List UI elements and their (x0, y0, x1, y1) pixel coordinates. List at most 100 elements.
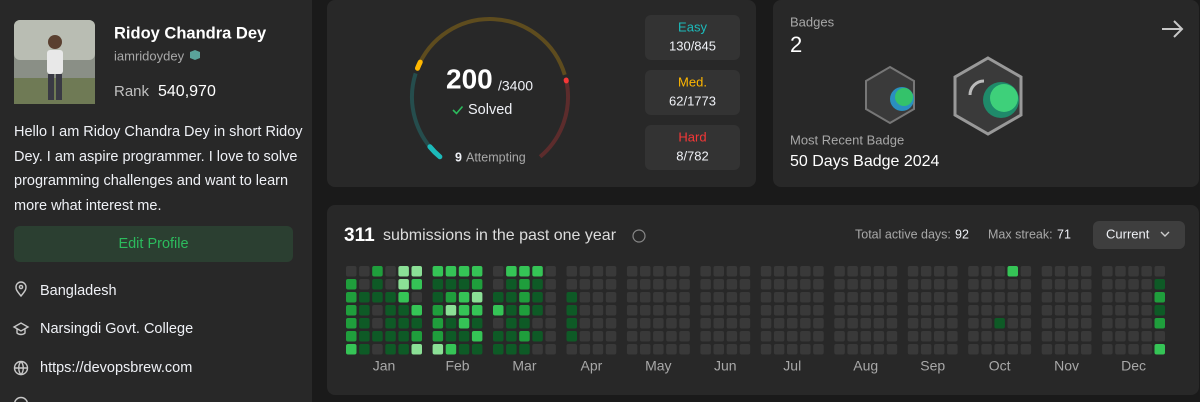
submission-text: submissions in the past one year (383, 227, 617, 244)
heatmap-cell (545, 292, 556, 303)
heatmap-cell (1020, 344, 1032, 355)
heatmap-cell (653, 266, 664, 277)
heatmap-cell (834, 279, 845, 290)
difficulty-box (645, 70, 740, 115)
heatmap-cell (847, 279, 858, 290)
heatmap-cell (640, 292, 651, 303)
heatmap-cell (994, 305, 1005, 316)
heatmap-cell (886, 305, 898, 316)
heatmap-cell (994, 266, 1005, 277)
heatmap-cell (860, 279, 871, 290)
heatmap-cell (346, 279, 357, 290)
heatmap-cell (1054, 344, 1066, 355)
heatmap-cell (994, 292, 1005, 303)
heatmap-cell (873, 344, 885, 355)
heatmap-cell (873, 292, 885, 303)
heatmap-cell (907, 305, 919, 316)
heatmap-cell (947, 305, 958, 316)
heatmap-cell (471, 266, 483, 277)
heatmap-cell (1020, 305, 1032, 316)
heatmap-cell (445, 331, 457, 342)
difficulty-box (645, 15, 740, 60)
heatmap-cell (398, 318, 409, 329)
heatmap-cell (346, 305, 357, 316)
heatmap-cell (847, 318, 858, 329)
heatmap-cell (981, 266, 992, 277)
heatmap-cell (1128, 279, 1139, 290)
heatmap-cell (445, 266, 457, 277)
heatmap-cell (1020, 266, 1032, 277)
heatmap-cell (385, 292, 396, 303)
heatmap-cell (700, 331, 711, 342)
month-label: Dec (1121, 358, 1146, 374)
badges-count: 2 (790, 32, 802, 57)
heatmap-cell (679, 331, 690, 342)
verified-icon (190, 50, 200, 60)
heatmap-cell (506, 266, 517, 277)
heatmap-cell (679, 279, 690, 290)
heatmap-cell (532, 318, 543, 329)
year-selector[interactable] (1093, 221, 1185, 249)
detail-text: Bangladesh (40, 283, 117, 299)
heatmap-cell (566, 331, 577, 342)
heatmap-cell (813, 318, 824, 329)
heatmap-cell (445, 292, 457, 303)
heatmap-cell (1020, 318, 1032, 329)
detail-text[interactable]: https://devopsbrew.com (40, 360, 192, 376)
heatmap-cell (1102, 305, 1113, 316)
heatmap-cell (506, 331, 517, 342)
heatmap-cell (860, 305, 871, 316)
heatmap-cell (626, 279, 638, 290)
heatmap-cell (920, 318, 932, 329)
heatmap-cell (994, 344, 1005, 355)
heatmap-cell (592, 331, 604, 342)
heatmap-cell (519, 266, 530, 277)
heatmap-cell (679, 292, 690, 303)
heatmap-cell (666, 266, 677, 277)
year-selector-text[interactable]: Current (1106, 226, 1150, 241)
difficulty-count: 130/845 (669, 38, 716, 53)
heatmap-cell (432, 344, 444, 355)
heatmap-cell (981, 344, 992, 355)
heatmap-cell (471, 344, 483, 355)
heatmap-cell (1067, 318, 1079, 329)
heatmap-cell (934, 344, 945, 355)
heatmap-cell (760, 305, 772, 316)
heatmap-cell (947, 331, 958, 342)
heatmap-cell (813, 305, 824, 316)
heatmap-cell (372, 318, 383, 329)
info-icon[interactable] (632, 229, 646, 243)
heatmap-cell (666, 305, 677, 316)
heatmap-cell (398, 331, 409, 342)
heatmap-cell (907, 266, 919, 277)
heatmap-cell (592, 318, 604, 329)
heatmap-cell (787, 318, 798, 329)
heatmap-cell (506, 305, 517, 316)
heatmap-cell (968, 344, 979, 355)
heatmap-cell (981, 305, 992, 316)
heatmap-cell (445, 318, 457, 329)
heatmap-cell (1102, 344, 1113, 355)
heatmap-cell (1081, 279, 1092, 290)
heatmap-cell (800, 266, 811, 277)
heatmap-cell (920, 344, 932, 355)
max-streak: 71 (1057, 227, 1071, 241)
month-label: Nov (1054, 358, 1079, 374)
heatmap-cell (934, 318, 945, 329)
heatmap-cell (605, 318, 617, 329)
edit-profile-button[interactable]: Edit Profile (14, 226, 293, 262)
heatmap-cell (1115, 279, 1126, 290)
heatmap-cell (860, 318, 871, 329)
heatmap-cell (739, 266, 751, 277)
heatmap-cell (519, 344, 530, 355)
heatmap-cell (605, 331, 617, 342)
month-label: Sep (920, 358, 945, 374)
heatmap-cell (947, 279, 958, 290)
heatmap-cell (411, 318, 422, 329)
heatmap-cell (726, 344, 738, 355)
heatmap-cell (834, 331, 845, 342)
badges-arrow[interactable] (1162, 20, 1184, 38)
difficulty-box (645, 125, 740, 170)
heatmap-cell (800, 331, 811, 342)
